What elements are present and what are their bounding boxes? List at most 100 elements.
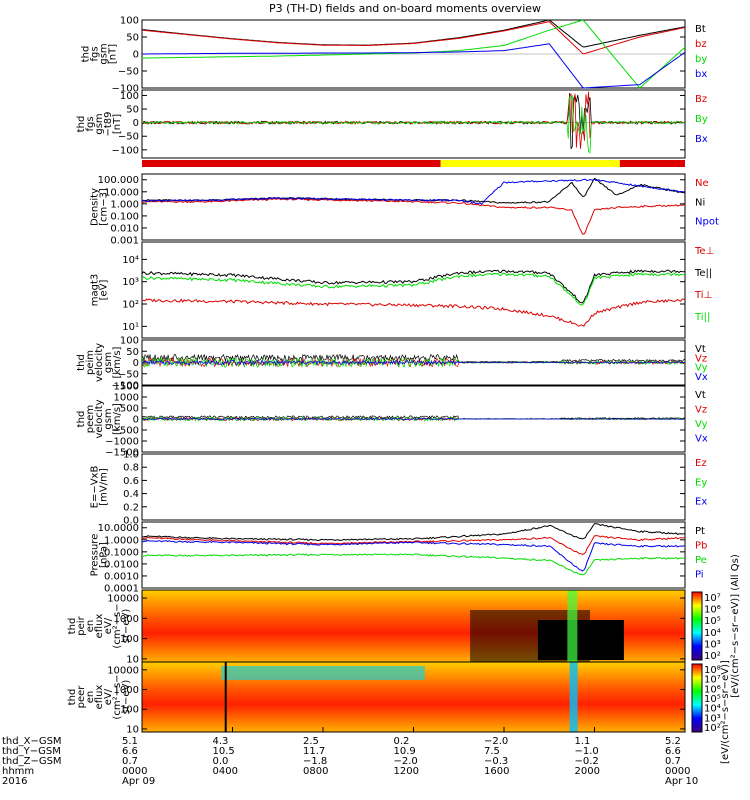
y-tick-label: 0.4 bbox=[123, 489, 139, 500]
y-axis-label: eV/ bbox=[103, 688, 114, 705]
ephemeris-value: 1600 bbox=[484, 766, 509, 777]
y-axis-label: [mV/m] bbox=[99, 468, 110, 506]
ephemeris-value: 1.1 bbox=[575, 736, 591, 747]
spectrogram-event-band bbox=[567, 590, 578, 662]
legend-Pt: Pt bbox=[695, 526, 705, 537]
ephemeris-value: 1200 bbox=[394, 766, 419, 777]
legend-Pb: Pb bbox=[695, 541, 707, 552]
y-axis-label: eflux bbox=[94, 614, 105, 639]
y-axis-label: [cm−3] bbox=[99, 188, 110, 226]
y-axis-label: thd bbox=[67, 689, 78, 706]
y-tick-label: 1000 bbox=[114, 685, 139, 696]
series-Ni bbox=[141, 177, 686, 204]
y-axis-label: −t89 bbox=[103, 111, 114, 136]
y-tick-label: −50 bbox=[118, 369, 139, 380]
spectrogram-event-band bbox=[569, 662, 578, 732]
y-axis-label: Density bbox=[90, 188, 101, 226]
y-axis-label: gsm bbox=[103, 352, 114, 373]
y-tick-label: 10¹ bbox=[122, 322, 139, 333]
y-axis-label: sr−eV) bbox=[121, 680, 132, 715]
legend-Vx: Vx bbox=[695, 372, 708, 383]
y-tick-label: 10 bbox=[126, 654, 139, 665]
ephemeris-name: hhmm bbox=[2, 766, 34, 777]
ephemeris-value: 4.3 bbox=[213, 736, 229, 747]
series-bx bbox=[142, 43, 686, 89]
y-tick-label: 0.0010 bbox=[104, 571, 139, 582]
y-axis-label: peir bbox=[76, 615, 87, 635]
y-axis-label: [nPa] bbox=[99, 542, 110, 568]
y-tick-label: 10 bbox=[126, 724, 139, 735]
velocity-trace-green bbox=[142, 416, 686, 422]
colorbar-tick-label: 10⁴ bbox=[704, 628, 721, 639]
y-tick-label: 10000 bbox=[107, 665, 139, 676]
ephemeris-value: 0.7 bbox=[122, 756, 138, 767]
legend-Bx: Bx bbox=[695, 134, 708, 145]
colorbar-tick-label: 10⁸ bbox=[704, 665, 721, 676]
panel-peer-spectrogram: 10000 1000 100 10 thdpeerenefluxeV/(cm²−s−sr… bbox=[67, 661, 686, 735]
ephemeris-value: 7.5 bbox=[484, 746, 500, 757]
y-tick-label: 100 bbox=[120, 634, 139, 645]
y-tick-label: 50 bbox=[126, 33, 139, 44]
y-axis-label: eV/ bbox=[103, 617, 114, 634]
y-axis-label: velocity bbox=[94, 343, 105, 382]
figure-title: P3 (TH-D) fields and on-board moments ov… bbox=[269, 2, 541, 15]
y-tick-label: 10.000 bbox=[104, 187, 139, 198]
y-tick-label: −100 bbox=[112, 381, 139, 392]
mode-bar-segment bbox=[619, 160, 685, 167]
y-tick-label: 500 bbox=[120, 404, 139, 415]
ephemeris-value: 0.2 bbox=[394, 736, 410, 747]
y-axis-label: thd bbox=[81, 46, 92, 63]
series-Pe bbox=[141, 553, 686, 576]
y-tick-label: 1500 bbox=[114, 382, 139, 393]
mode-bar bbox=[142, 160, 685, 167]
spectrogram-no-data-region bbox=[537, 620, 624, 660]
legend-Pi: Pi bbox=[695, 570, 704, 581]
y-tick-label: 1000 bbox=[114, 393, 139, 404]
legend-Vt: Vt bbox=[695, 344, 706, 355]
legend-Vy: Vy bbox=[695, 363, 708, 374]
panel-temperature: 10⁴ 10³ 10² 10¹ magt3[eV] Te⊥ Te|| Ti⊥ Ti|| bbox=[90, 241, 714, 339]
y-tick-label: 0.8 bbox=[123, 463, 139, 474]
legend-Ez: Ez bbox=[695, 458, 707, 469]
y-axis-label: peer bbox=[76, 685, 87, 709]
legend-Te||: Te|| bbox=[694, 268, 712, 279]
y-axis-label: en bbox=[85, 691, 96, 704]
y-axis-label: eflux bbox=[94, 685, 105, 710]
ephemeris-value: −1.0 bbox=[575, 746, 599, 757]
y-axis-label: peem bbox=[85, 405, 96, 433]
y-axis-label: [km/s] bbox=[112, 346, 123, 378]
y-axis-label: peim bbox=[85, 350, 96, 375]
velocity-trace-black bbox=[141, 353, 686, 363]
velocity-trace-green bbox=[141, 356, 686, 369]
y-axis-label: E=−VxB bbox=[90, 466, 101, 509]
ephemeris-value: 0000 bbox=[122, 766, 147, 777]
y-axis-label: fgs bbox=[90, 46, 101, 61]
residual-trace-green bbox=[141, 95, 686, 154]
legend-Npot: Npot bbox=[695, 217, 719, 228]
residual-trace-black bbox=[142, 92, 686, 150]
x-axis-date: Apr 10 bbox=[665, 776, 698, 787]
colorbar-tick-label: 10³ bbox=[704, 639, 721, 650]
y-tick-label: 0 bbox=[133, 118, 139, 129]
x-axis-year: 2016 bbox=[2, 776, 27, 787]
ephemeris-value: 0000 bbox=[665, 766, 690, 777]
legend-Te⊥: Te⊥ bbox=[694, 246, 714, 257]
y-axis-label: thd bbox=[76, 116, 87, 133]
y-tick-label: −50 bbox=[118, 67, 139, 78]
y-tick-label: 100 bbox=[120, 336, 139, 347]
y-tick-label: −100 bbox=[112, 145, 139, 156]
x-axis-date: Apr 09 bbox=[122, 776, 155, 787]
colorbar-tick-label: 10⁶ bbox=[704, 684, 721, 695]
y-tick-label: −50 bbox=[118, 132, 139, 143]
y-tick-label: 0.1000 bbox=[104, 547, 139, 558]
ephemeris-value: 6.6 bbox=[122, 746, 138, 757]
colorbar-tick-label: 10⁴ bbox=[704, 704, 721, 715]
ephemeris-value: 10.9 bbox=[394, 746, 416, 757]
y-axis-label: [km/s] bbox=[112, 403, 123, 435]
y-axis-label: [nT] bbox=[112, 114, 123, 134]
